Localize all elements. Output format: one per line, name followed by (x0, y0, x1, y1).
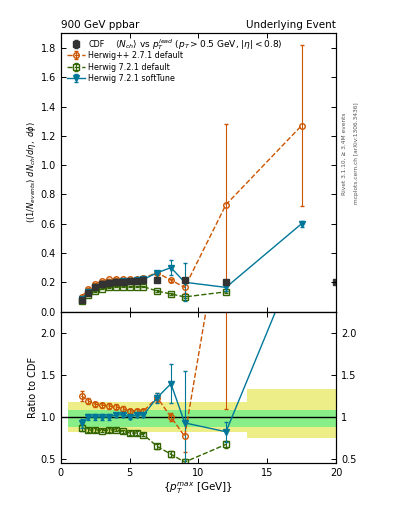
Y-axis label: $((1/N_{events})\ dN_{ch}/d\eta,\ d\phi)$: $((1/N_{events})\ dN_{ch}/d\eta,\ d\phi)… (25, 122, 38, 223)
Text: 900 GeV ppbar: 900 GeV ppbar (61, 19, 139, 30)
Text: Rivet 3.1.10, ≥ 3.4M events: Rivet 3.1.10, ≥ 3.4M events (342, 112, 347, 195)
Y-axis label: Ratio to CDF: Ratio to CDF (28, 357, 38, 418)
Text: mcplots.cern.ch [arXiv:1306.3436]: mcplots.cern.ch [arXiv:1306.3436] (354, 103, 359, 204)
Text: Underlying Event: Underlying Event (246, 19, 336, 30)
X-axis label: $\{p_T^{max}$ [GeV]$\}$: $\{p_T^{max}$ [GeV]$\}$ (163, 481, 233, 497)
Legend: CDF, Herwig++ 2.7.1 default, Herwig 7.2.1 default, Herwig 7.2.1 softTune: CDF, Herwig++ 2.7.1 default, Herwig 7.2.… (65, 37, 186, 86)
Text: $\langle N_{ch}\rangle$ vs $p_T^{lead}$ ($p_T > 0.5$ GeV, $|\eta| < 0.8$): $\langle N_{ch}\rangle$ vs $p_T^{lead}$ … (115, 37, 282, 52)
